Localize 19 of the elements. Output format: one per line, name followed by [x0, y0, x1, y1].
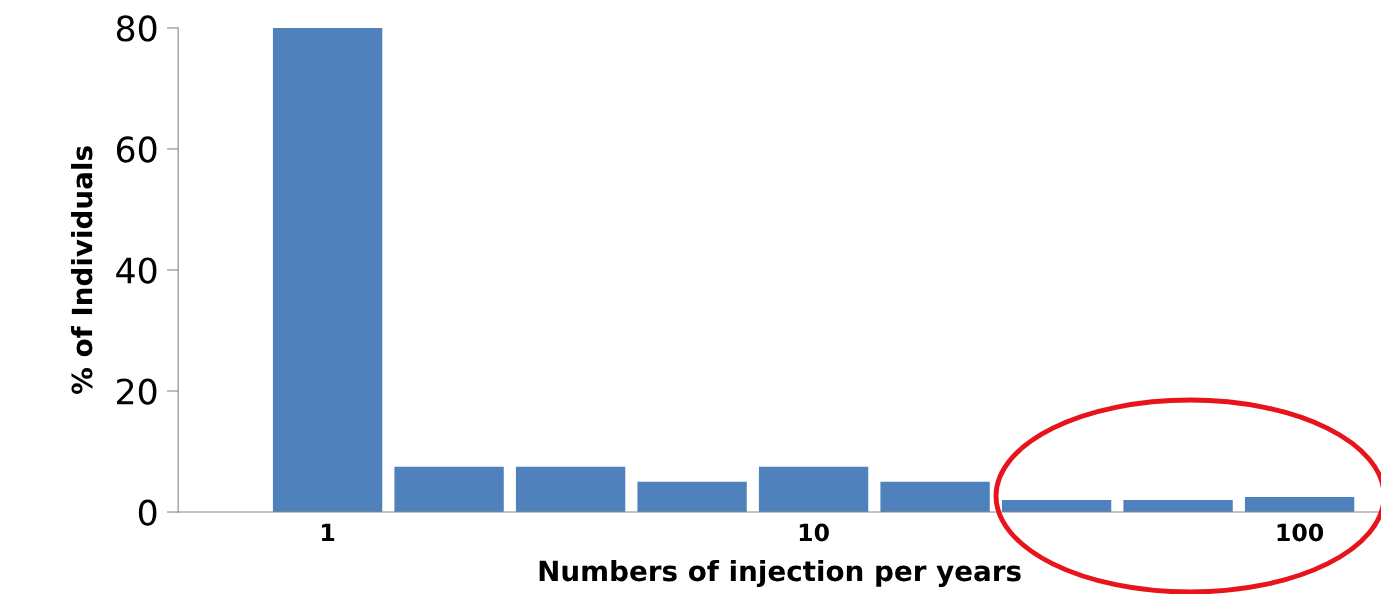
bar — [272, 27, 383, 513]
y-tick-label: 0 — [138, 499, 157, 526]
y-axis-title: % of Individuals — [70, 146, 93, 395]
bar — [637, 481, 747, 513]
x-tick-label: 10 — [799, 523, 829, 542]
bar — [515, 466, 626, 513]
bar — [880, 481, 990, 513]
x-tick-label: 100 — [1277, 523, 1324, 542]
y-tick-label: 40 — [116, 257, 157, 284]
bar — [758, 466, 869, 513]
bar — [1244, 496, 1355, 513]
x-tick-label: 1 — [322, 523, 335, 542]
x-axis-title: Numbers of injection per years — [539, 559, 1021, 587]
y-tick-label: 20 — [117, 378, 157, 405]
bar — [1001, 499, 1112, 513]
y-tick-label: 60 — [116, 136, 157, 163]
bar — [394, 466, 504, 513]
bar — [1123, 499, 1233, 513]
y-tick-label: 80 — [116, 15, 157, 42]
